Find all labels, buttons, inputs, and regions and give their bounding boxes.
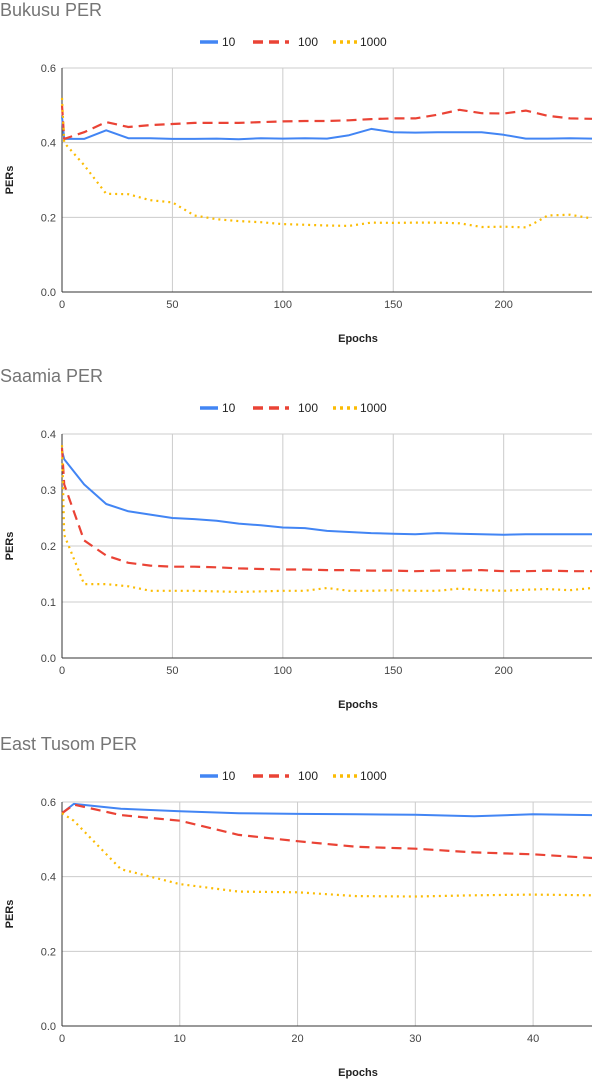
chart-title: Bukusu PER	[0, 0, 103, 20]
y-tick-label: 0.4	[41, 872, 56, 884]
y-tick-label: 0.6	[41, 797, 56, 809]
x-tick-label: 100	[274, 665, 292, 677]
legend-label-10: 10	[222, 35, 236, 49]
legend-label-1000: 1000	[360, 35, 387, 49]
y-tick-label: 0.0	[41, 1021, 56, 1033]
x-axis-title: Epochs	[338, 699, 378, 711]
y-tick-label: 0.1	[41, 597, 56, 609]
legend-label-100: 100	[298, 35, 318, 49]
x-tick-label: 50	[166, 665, 178, 677]
series-line-10	[61, 450, 592, 536]
x-tick-label: 0	[59, 665, 65, 677]
x-tick-label: 40	[527, 1033, 539, 1045]
x-tick-label: 200	[494, 665, 512, 677]
y-tick-label: 0.3	[41, 485, 56, 497]
series-line-10	[61, 802, 592, 818]
series-line-1000	[61, 812, 592, 898]
x-tick-label: 10	[174, 1033, 186, 1045]
x-tick-label: 150	[384, 299, 402, 311]
x-tick-label: 30	[409, 1033, 421, 1045]
chart-title: Saamia PER	[0, 366, 104, 386]
series-line-1000	[60, 445, 592, 593]
legend-label-10: 10	[222, 769, 236, 783]
chart-title: East Tusom PER	[0, 734, 138, 754]
series-line-1000	[60, 97, 592, 229]
y-tick-label: 0.4	[41, 138, 56, 150]
legend-label-100: 100	[298, 769, 318, 783]
y-tick-label: 0.4	[41, 429, 56, 441]
y-tick-label: 0.2	[41, 541, 56, 553]
series-line-100	[60, 447, 592, 573]
x-axis-title: Epochs	[338, 333, 378, 345]
chart-bukusu: Bukusu PER 0 50 100 150 200 0.0 0.2 0.4 0.6 Epoch…	[0, 0, 592, 360]
series-line-100	[60, 105, 592, 140]
x-tick-label: 0	[59, 299, 65, 311]
legend-label-1000: 1000	[360, 769, 387, 783]
x-tick-label: 200	[494, 299, 512, 311]
x-axis-title: Epochs	[338, 1067, 378, 1079]
y-axis-title: PERs	[4, 900, 16, 929]
y-tick-label: 0.2	[41, 946, 56, 958]
legend-label-1000: 1000	[360, 401, 387, 415]
chart-saamia: Saamia PER 0 50 100 150 200 0.0 0.1 0.2 0.3 0.4 Ep…	[0, 366, 592, 726]
chart-plot: 0 50 100 150 200 0.0 0.2 0.4 0.6 Epochs PERs 10 100 1…	[4, 35, 592, 345]
series-line-10	[61, 116, 592, 141]
y-axis-title: PERs	[4, 532, 16, 561]
chart-plot: 0 10 20 30 40 0.0 0.2 0.4 0.6 Epochs PERs 10 100 1000	[4, 769, 592, 1079]
legend-label-10: 10	[222, 401, 236, 415]
series-line-100	[61, 803, 592, 860]
chart-plot: 0 50 100 150 200 0.0 0.1 0.2 0.3 0.4 Epochs PERs 10 1…	[4, 401, 592, 711]
y-tick-label: 0.2	[41, 212, 56, 224]
x-tick-label: 150	[384, 665, 402, 677]
y-axis-title: PERs	[4, 166, 16, 195]
y-tick-label: 0.0	[41, 653, 56, 665]
x-tick-label: 0	[59, 1033, 65, 1045]
y-tick-label: 0.6	[41, 63, 56, 75]
legend-label-100: 100	[298, 401, 318, 415]
chart-east-tusom: East Tusom PER 0 10 20 30 40 0.0 0.2 0.4 0.6 Epoc…	[0, 734, 592, 1080]
y-tick-label: 0.0	[41, 287, 56, 299]
x-tick-label: 50	[166, 299, 178, 311]
x-tick-label: 20	[291, 1033, 303, 1045]
x-tick-label: 100	[274, 299, 292, 311]
